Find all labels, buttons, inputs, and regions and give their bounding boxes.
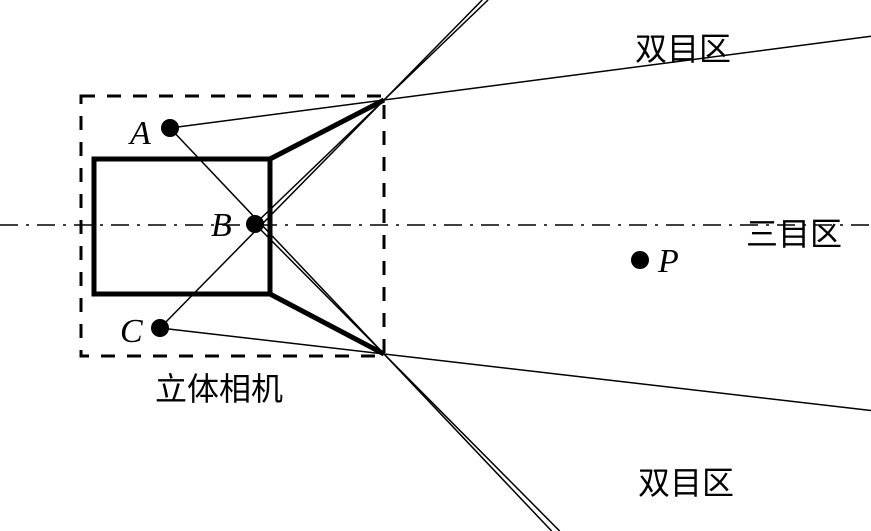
thick-ray-1 bbox=[270, 294, 384, 354]
region-label-binoc-top: 双目区 bbox=[635, 31, 731, 67]
sight-line-from_A_through_T bbox=[170, 36, 871, 128]
camera-inner-box bbox=[94, 159, 270, 294]
point-label-C: C bbox=[120, 313, 143, 350]
point-label-A: A bbox=[128, 115, 151, 152]
region-label-binoc-bottom: 双目区 bbox=[638, 465, 734, 501]
point-A bbox=[161, 119, 179, 137]
camera-caption: 立体相机 bbox=[155, 371, 283, 407]
point-label-P: P bbox=[657, 243, 679, 280]
sight-line-from_A_through_B bbox=[170, 128, 552, 531]
thick-ray-0 bbox=[270, 100, 384, 159]
region-label-trinoc: 三目区 bbox=[746, 216, 842, 252]
point-label-B: B bbox=[211, 207, 232, 244]
point-P bbox=[631, 251, 649, 269]
point-B bbox=[246, 215, 264, 233]
sight-line-from_C_through_T bbox=[160, 0, 482, 328]
point-C bbox=[151, 319, 169, 337]
sight-line-from_B_through_B bbox=[255, 224, 560, 531]
